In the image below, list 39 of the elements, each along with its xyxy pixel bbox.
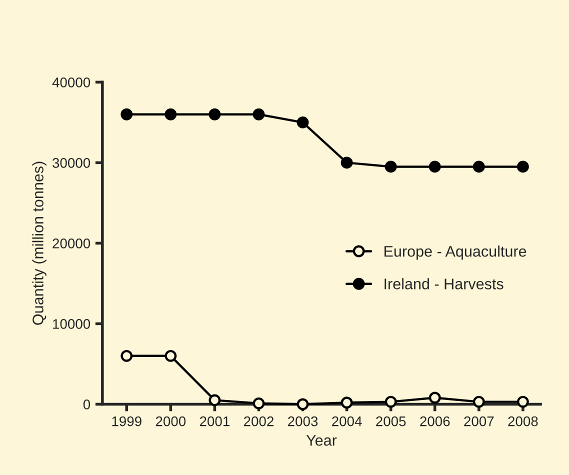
point [428,160,441,173]
point [252,397,265,410]
y-tick-label: 40000 [52,78,90,88]
x-tick-label: 2002 [244,416,274,426]
legend-label: Europe - Aquaculture [384,246,526,260]
y-tick-label: 10000 [53,319,90,329]
point [472,396,485,408]
point [340,156,353,169]
point [384,396,397,408]
point [428,392,441,404]
point [472,160,485,173]
point [208,394,221,406]
y-axis-title: Quantity (million tonnes) [32,162,46,325]
x-tick-label: 2004 [332,416,362,426]
legend-label: Ireland - Harvests [384,278,504,290]
point [384,160,397,173]
point [296,398,309,410]
point [516,396,529,408]
x-tick-label: 2000 [156,416,186,426]
point [516,160,529,173]
point [296,116,309,128]
x-tick-label: 2006 [420,416,450,426]
x-tick-label: 2001 [200,416,230,426]
point [120,350,133,362]
x-tick-label: 1999 [112,416,142,426]
point [164,350,177,362]
y-tick-label: 30000 [52,158,90,168]
y-tick-label: 0 [83,400,90,410]
point [164,108,177,120]
point [252,108,265,120]
x-tick-label: 2003 [288,416,318,426]
x-tick-label: 2008 [508,416,538,426]
point [208,108,221,120]
y-tick-label: 20000 [52,238,90,248]
x-tick-label: 2007 [464,416,494,426]
point [340,396,353,409]
point [120,108,133,120]
x-axis-title: Year [306,435,337,446]
x-tick-label: 2005 [376,416,406,426]
